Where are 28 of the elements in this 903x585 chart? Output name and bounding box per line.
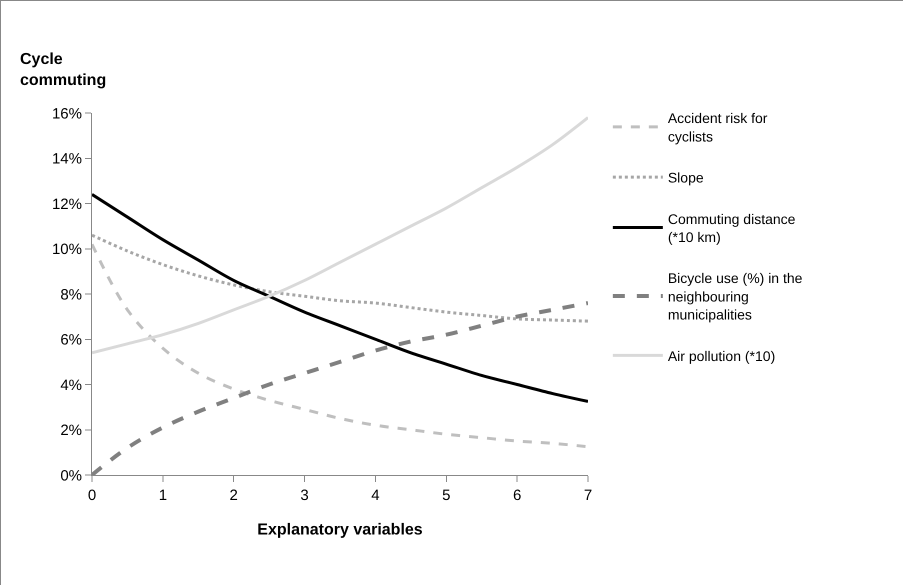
legend-label: Commuting distance (*10 km) xyxy=(668,210,796,245)
legend-label: Slope xyxy=(668,170,704,186)
line-series xyxy=(92,192,588,403)
x-tick-label: 5 xyxy=(442,487,450,504)
x-axis-title: Explanatory variables xyxy=(257,522,423,539)
line-series xyxy=(92,234,588,323)
line-series xyxy=(92,242,588,448)
y-tick-label: 4% xyxy=(60,376,82,394)
x-tick-label: 3 xyxy=(300,487,309,504)
legend-label: Bicycle use (%) in the neighbouring municipalities xyxy=(668,270,803,323)
y-tick-label: 16% xyxy=(52,105,82,122)
y-tick-label: 2% xyxy=(60,422,82,439)
x-tick-label: 0 xyxy=(88,487,96,504)
line-series xyxy=(92,116,588,354)
y-axis-title: Cycle commuting xyxy=(20,51,106,89)
legend-label: Accident risk for cyclists xyxy=(668,110,768,144)
x-tick-label: 2 xyxy=(230,487,238,504)
legend-label: Air pollution (*10) xyxy=(668,348,776,364)
x-tick-label: 7 xyxy=(584,487,592,504)
x-tick-label: 4 xyxy=(371,487,380,504)
x-tick-label: 6 xyxy=(512,487,522,504)
y-tick-label: 12% xyxy=(52,196,82,213)
y-tick-label: 8% xyxy=(60,286,82,304)
y-tick-label: 6% xyxy=(60,332,82,348)
y-tick-label: 14% xyxy=(52,150,82,168)
y-tick-label: 0% xyxy=(60,467,82,484)
x-tick-label: 1 xyxy=(158,487,168,504)
y-tick-label: 10% xyxy=(52,241,82,258)
